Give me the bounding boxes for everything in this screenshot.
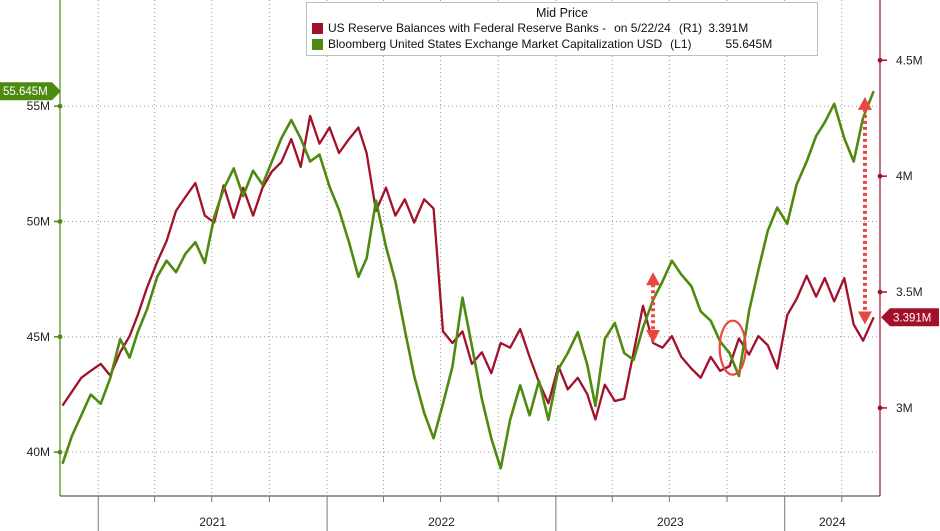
legend-title: Mid Price	[535, 6, 589, 20]
x-tick-label: 2021	[199, 515, 226, 529]
left-tick-dot	[57, 103, 63, 109]
annotation-arrow-head-up	[857, 96, 872, 110]
legend-swatch-reserves	[312, 22, 323, 34]
right-tick-label: 3M	[896, 401, 913, 415]
annotation-arrow-head-up	[646, 272, 661, 286]
left-tick-dot	[57, 334, 63, 340]
left-tick-dot	[57, 219, 63, 224]
right-tick-label: 4.5M	[896, 53, 923, 67]
right-tick-dot	[877, 173, 883, 179]
x-tick-label: 2023	[657, 515, 684, 529]
right-tick-dot	[877, 57, 883, 63]
left-tick-label: 40M	[27, 445, 50, 459]
annotation-layer	[646, 96, 872, 376]
legend-name-marketcap: Bloomberg United States Exchange Market …	[328, 37, 663, 51]
last-value-flag-reserves: 3.391M	[881, 308, 939, 327]
annotation-circle	[718, 319, 747, 376]
series-layer	[61, 90, 875, 470]
legend-axis-marketcap: (L1)	[670, 37, 692, 51]
legend-name-reserves: US Reserve Balances with Federal Reserve…	[328, 21, 607, 35]
last-value-flag-shape	[0, 82, 61, 101]
left-tick-label: 55M	[27, 99, 50, 113]
last-value-flag-text: 55.645M	[3, 86, 48, 98]
annotation-arrow-head-down	[857, 311, 872, 325]
legend-axis-reserves: (R1)	[678, 21, 703, 35]
series-line-reserves	[61, 114, 875, 421]
x-tick-label: 2024	[819, 515, 846, 529]
right-tick-label: 3.5M	[896, 285, 923, 299]
grid-layer	[60, 0, 880, 496]
last-value-flag-shape	[881, 308, 939, 327]
last-value-flag-text: 3.391M	[893, 312, 931, 324]
right-tick-dot	[877, 405, 883, 411]
annotation-arrow-head-down	[646, 330, 661, 344]
right-tick-dot	[877, 289, 883, 295]
left-tick-label: 45M	[27, 330, 50, 344]
legend-row-reserves: US Reserve Balances with Federal Reserve…	[307, 20, 817, 36]
legend-value-marketcap: 55.645M	[725, 37, 773, 51]
series-line-marketcap	[61, 90, 875, 470]
legend-date-reserves: on 5/22/24	[614, 21, 671, 35]
x-tick-label: 2022	[428, 515, 455, 529]
left-tick-label: 50M	[27, 214, 50, 228]
legend-value-reserves: 3.391M	[708, 21, 749, 35]
right-tick-label: 4M	[896, 169, 913, 183]
legend-swatch-marketcap	[312, 38, 323, 50]
last-value-flag-marketcap: 55.645M	[0, 82, 61, 101]
legend-row-marketcap: Bloomberg United States Exchange Market …	[307, 36, 817, 52]
left-tick-dot	[57, 449, 63, 455]
legend: Mid Price US Reserve Balances with Feder…	[306, 2, 818, 56]
